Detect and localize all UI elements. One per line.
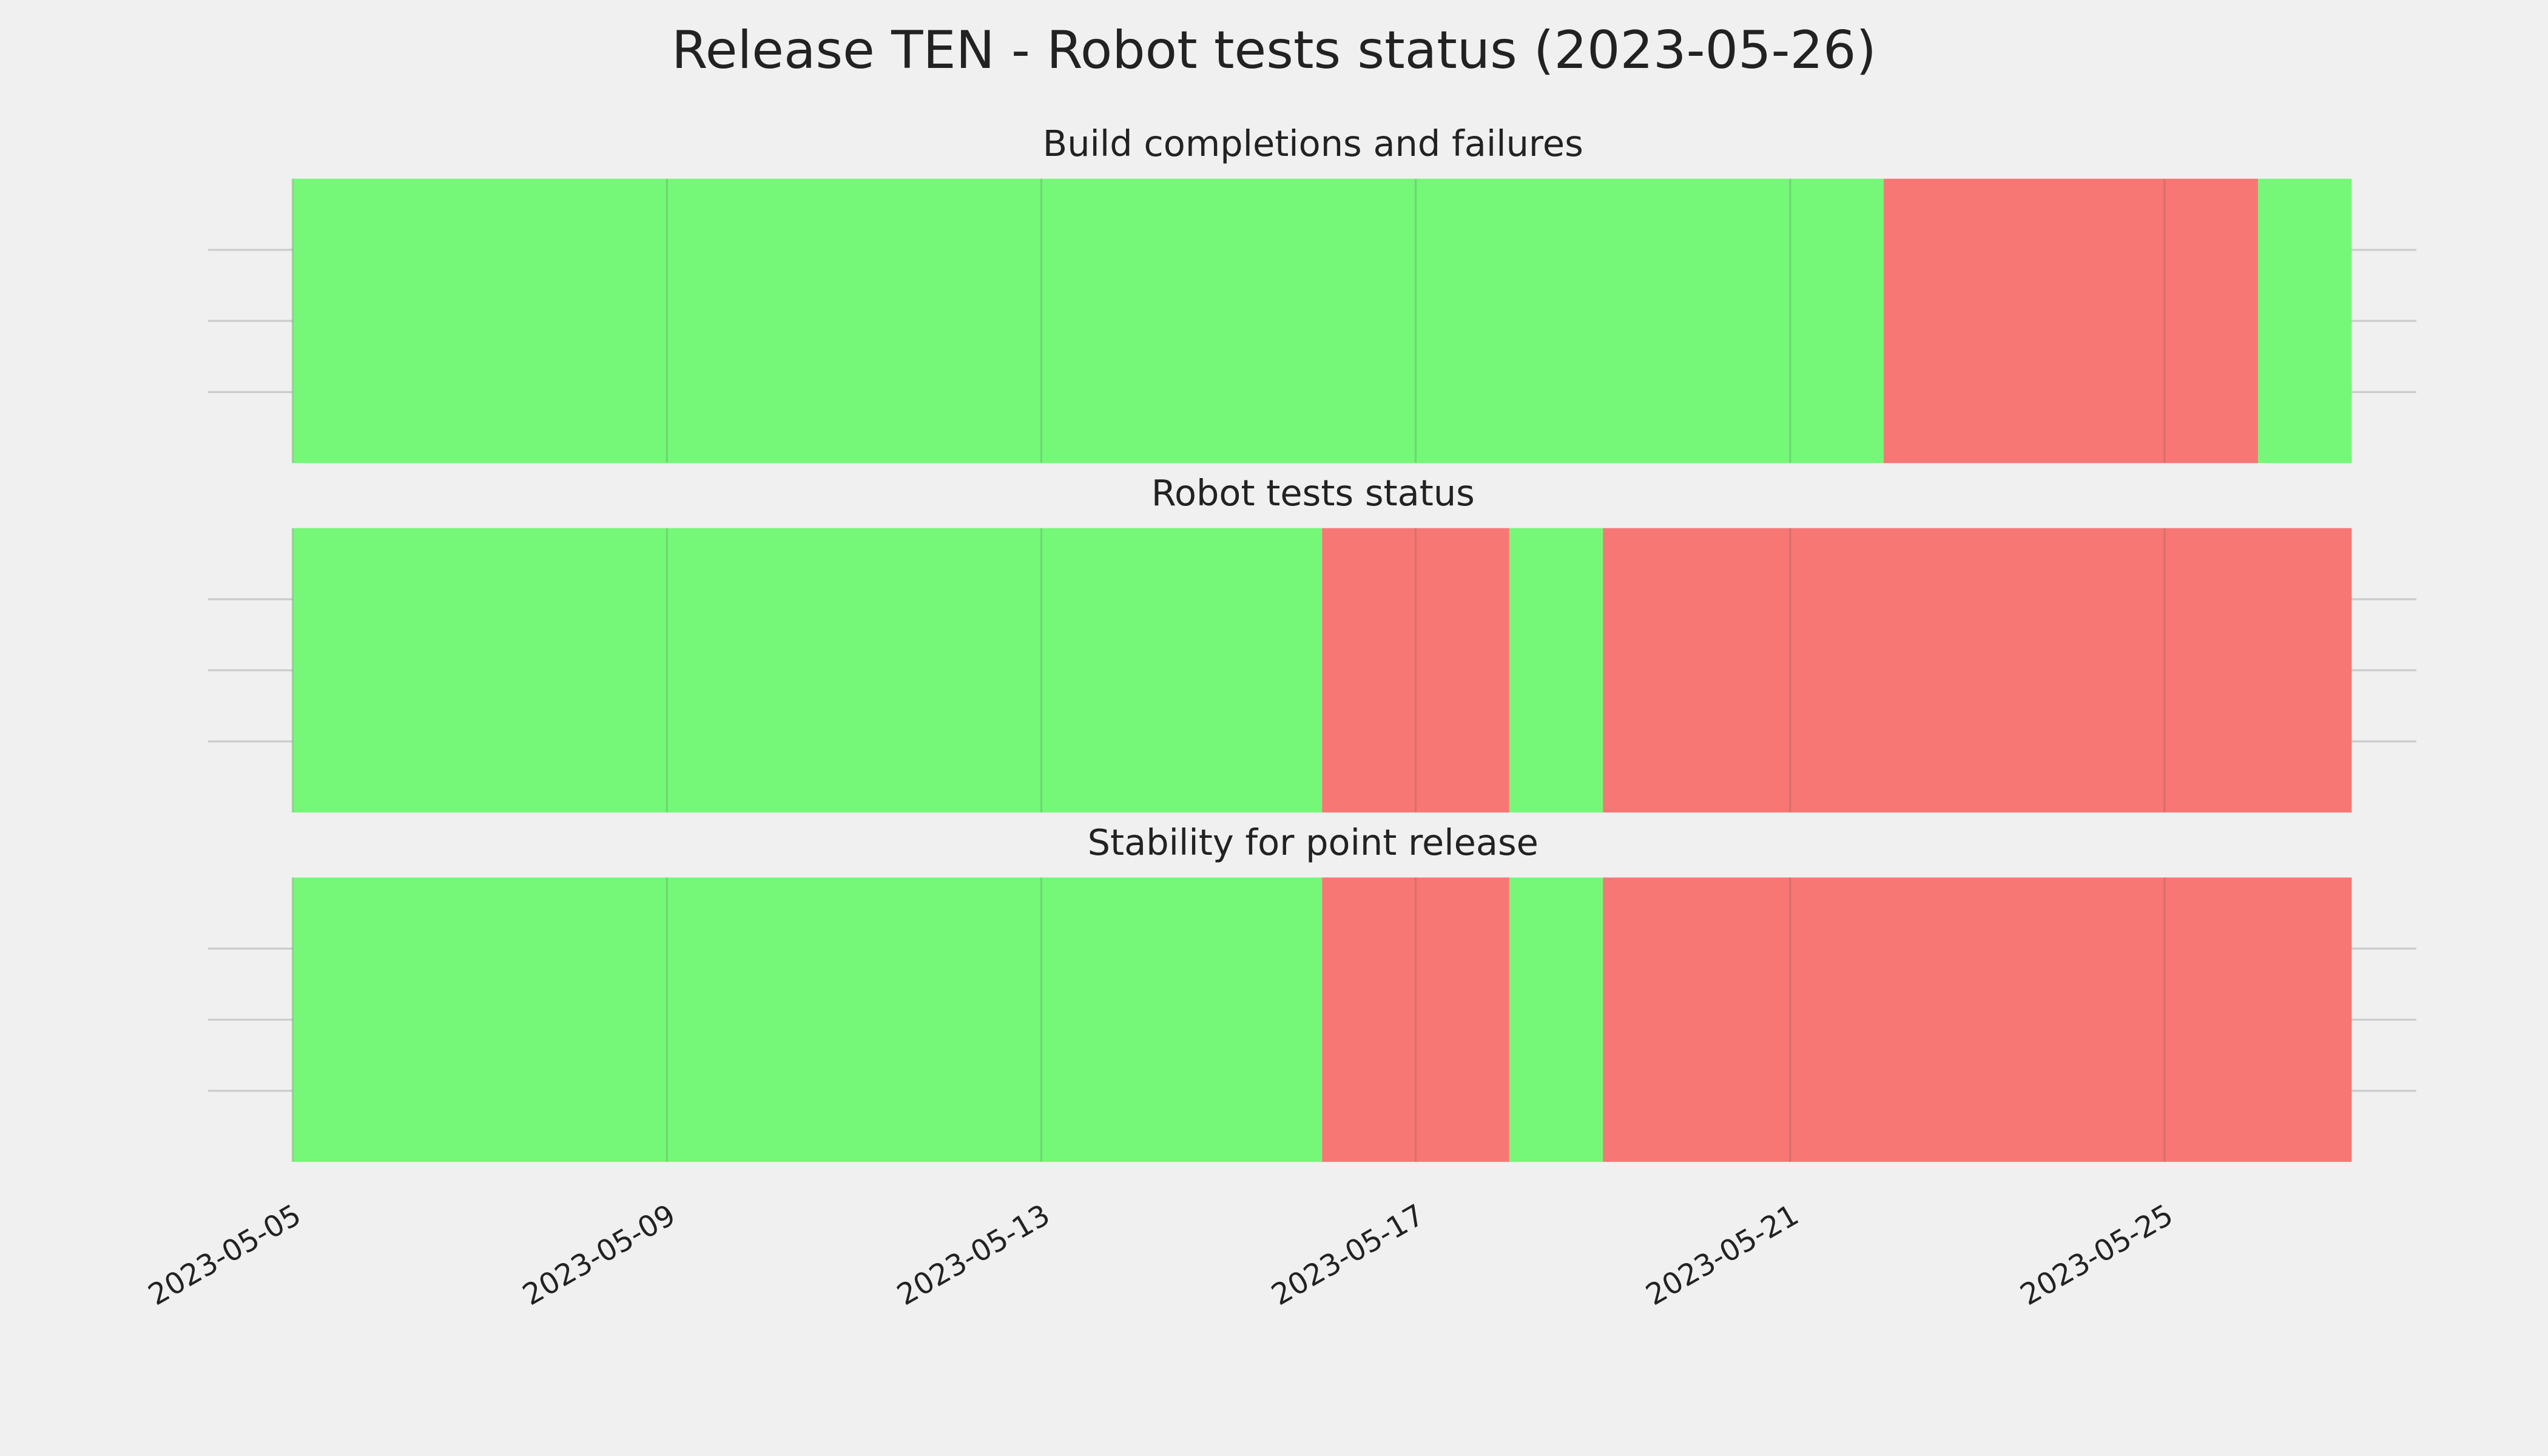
panel-title: Stability for point release xyxy=(1088,821,1539,863)
status-segment xyxy=(292,178,1884,463)
chart-title: Release TEN - Robot tests status (2023-0… xyxy=(672,20,1876,81)
status-segment xyxy=(292,528,1323,813)
status-segment xyxy=(1603,528,2352,813)
status-segment xyxy=(2258,178,2352,463)
status-segment xyxy=(1322,528,1509,813)
status-segment xyxy=(1509,877,1603,1162)
status-segment xyxy=(1603,877,2352,1162)
status-segment xyxy=(292,877,1323,1162)
status-segment xyxy=(1883,178,2259,463)
panel-title: Robot tests status xyxy=(1151,472,1475,514)
panel-title: Build completions and failures xyxy=(1043,123,1583,164)
status-segment xyxy=(1322,877,1509,1162)
status-segment xyxy=(1509,528,1603,813)
